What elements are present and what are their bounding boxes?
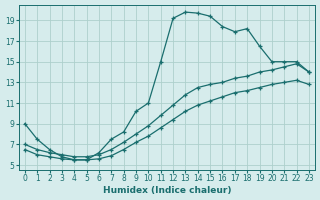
X-axis label: Humidex (Indice chaleur): Humidex (Indice chaleur)	[103, 186, 231, 195]
